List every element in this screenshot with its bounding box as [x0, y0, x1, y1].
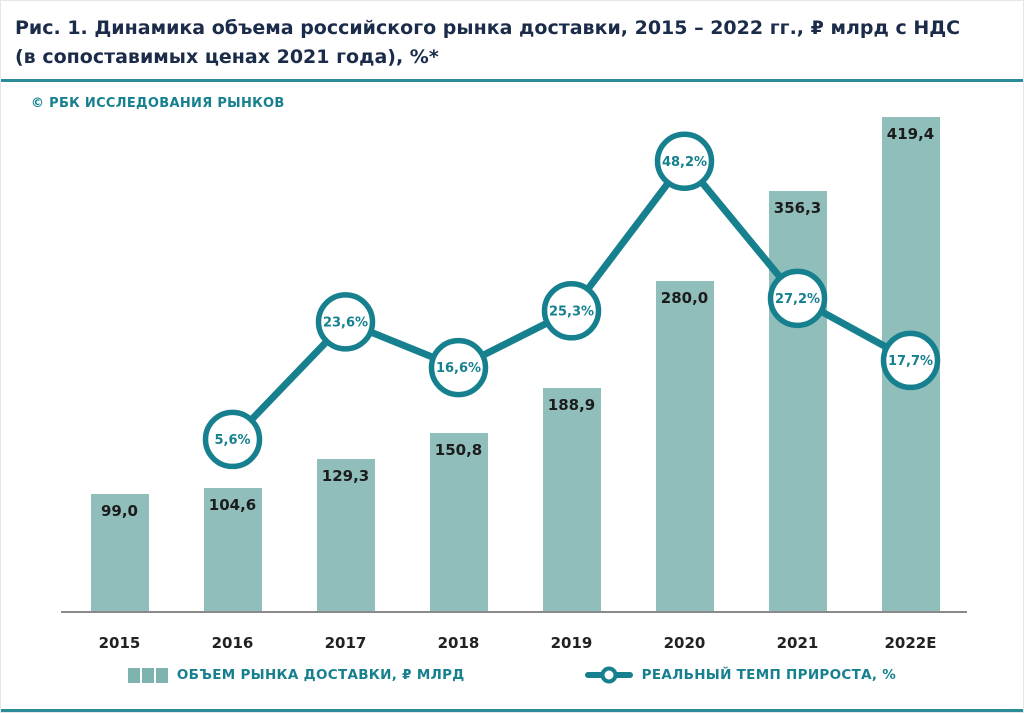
x-axis-label-2019: 2019 [550, 634, 593, 652]
bar-swatch-icon [127, 667, 168, 683]
bar-value-label: 129,3 [321, 466, 370, 485]
x-axis-label-2022E: 2022E [884, 634, 937, 652]
bar-value-label: 150,8 [434, 441, 483, 460]
legend: ОБЪЕМ РЫНКА ДОСТАВКИ, ₽ МЛРД РЕАЛЬНЫЙ ТЕ… [1, 666, 1023, 684]
growth-marker [654, 131, 715, 192]
growth-value-label: 25,3% [549, 304, 594, 319]
bar-2021: 356,3 [768, 191, 827, 611]
x-axis-label-2017: 2017 [324, 634, 367, 652]
bar-value-label: 419,4 [886, 124, 935, 143]
bar-2015: 99,0 [90, 494, 149, 611]
figure-title: Рис. 1. Динамика объема российского рынк… [1, 1, 1023, 79]
x-axis-line [61, 611, 967, 613]
growth-marker [428, 337, 489, 398]
bar-2018: 150,8 [429, 433, 488, 611]
x-axis-label-2015: 2015 [98, 634, 141, 652]
bar-2022E: 419,4 [881, 116, 940, 611]
bar-2017: 129,3 [316, 458, 375, 611]
source-label: © РБК ИССЛЕДОВАНИЯ РЫНКОВ [31, 96, 285, 111]
bar-value-label: 188,9 [547, 396, 596, 415]
figure-title-line2: (в сопоставимых ценах 2021 года), %* [15, 45, 439, 68]
bar-2016: 104,6 [203, 487, 262, 611]
bar-2020: 280,0 [655, 281, 714, 611]
legend-item-line: РЕАЛЬНЫЙ ТЕМП ПРИРОСТА, % [584, 666, 897, 684]
top-divider [1, 79, 1023, 82]
bottom-divider [1, 709, 1023, 712]
figure-title-line1: Рис. 1. Динамика объема российского рынк… [15, 17, 961, 39]
legend-bars-label: ОБЪЕМ РЫНКА ДОСТАВКИ, ₽ МЛРД [176, 667, 465, 683]
bar-2019: 188,9 [542, 388, 601, 611]
growth-line-layer: 5,6%23,6%16,6%25,3%48,2%27,2%17,7% [202, 131, 941, 470]
growth-value-label: 5,6% [214, 433, 250, 448]
chart-area: © РБК ИССЛЕДОВАНИЯ РЫНКОВ 99,0 104,6 129,3… [1, 82, 1023, 694]
legend-line-label: РЕАЛЬНЫЙ ТЕМП ПРИРОСТА, % [641, 667, 897, 683]
x-axis-label-2021: 2021 [776, 634, 819, 652]
growth-marker [315, 292, 376, 352]
growth-marker [541, 281, 602, 341]
x-axis-label-2016: 2016 [211, 634, 254, 652]
growth-value-label: 16,6% [436, 361, 481, 376]
legend-item-bars: ОБЪЕМ РЫНКА ДОСТАВКИ, ₽ МЛРД [127, 667, 465, 683]
bar-value-label: 99,0 [100, 502, 138, 521]
x-axis-label-2020: 2020 [663, 634, 706, 652]
growth-value-label: 48,2% [662, 155, 707, 170]
bar-value-label: 356,3 [773, 199, 822, 218]
line-swatch-dot-icon [600, 666, 618, 684]
bar-value-label: 280,0 [660, 289, 709, 308]
bar-value-label: 104,6 [208, 495, 257, 514]
growth-value-label: 23,6% [323, 315, 368, 330]
x-axis-label-2018: 2018 [437, 634, 480, 652]
growth-marker [202, 409, 263, 470]
line-swatch-icon [584, 666, 633, 684]
